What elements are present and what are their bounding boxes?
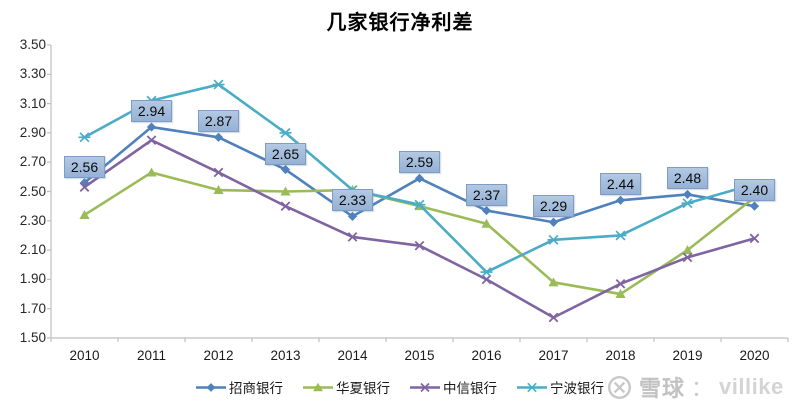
chart-title: 几家银行净利差 [326,12,474,34]
watermark-brand: 雪球 [639,376,686,401]
x-marker [682,252,693,263]
y-tick-label: 1.50 [19,330,46,345]
legend-label: 宁波银行 [550,381,604,396]
x-marker [347,232,358,242]
data-label: 2.59 [399,151,440,174]
diamond-marker [280,164,291,175]
triangle-legend-marker-icon [303,382,333,391]
x-marker [414,240,425,251]
x-tick-label: 2018 [605,348,636,363]
x-marker [481,274,492,285]
x-tick-label: 2015 [404,348,435,363]
data-label: 2.56 [64,155,105,178]
triangle-marker [79,209,90,219]
x-marker [79,182,90,192]
y-tick-label: 2.70 [19,154,46,170]
diamond-marker [682,189,693,200]
legend-label: 华夏银行 [336,381,390,396]
legend-item-宁波银行: 宁波银行 [517,377,604,397]
y-tick-label: 3.30 [19,66,46,82]
legend: 招商银行 华夏银行 中信银行 宁波银行 [196,377,604,397]
diamond-marker [146,122,157,132]
watermark-separator: ： [691,376,714,401]
triangle-marker [280,186,291,196]
triangle-marker [213,185,224,195]
y-tick-label: 2.50 [19,183,46,199]
x-tick-label: 2013 [270,348,301,363]
x-marker [213,167,224,178]
legend-label: 招商银行 [229,381,283,396]
series-line-华夏银行 [83,171,756,296]
diamond-marker [615,195,626,205]
legend-item-中信银行: 中信银行 [410,377,497,397]
data-label: 2.94 [131,100,172,123]
x-tick-label: 2020 [739,348,770,363]
legend-item-华夏银行: 华夏银行 [303,377,390,397]
watermark: 雪球： villike [606,371,784,403]
y-tick-label: 1.70 [19,300,46,316]
data-label: 2.40 [734,179,775,202]
y-tick-label: 2.10 [19,242,46,258]
data-label: 2.87 [198,110,239,133]
data-label: 2.48 [667,167,708,190]
diamond-marker [213,132,224,142]
x-tick-label: 2014 [337,348,368,363]
diamond-marker [749,201,760,211]
triangle-marker [481,218,492,228]
x-marker [615,278,626,289]
triangle-marker [146,167,157,177]
x-tick-label: 2011 [136,348,167,363]
x-marker [749,233,760,244]
y-tick-label: 2.30 [19,212,46,228]
triangle-marker [548,277,559,287]
y-tick-label: 3.10 [19,95,46,111]
diamond-legend-marker-icon [196,382,226,392]
x-marker [146,135,157,146]
y-tick-label: 3.50 [19,37,46,52]
data-label: 2.65 [265,142,306,165]
data-label: 2.29 [533,195,574,218]
y-tick-label: 2.90 [19,124,46,140]
x-tick-label: 2019 [672,348,703,363]
legend-label: 中信银行 [443,381,497,396]
x-marker [280,201,291,211]
data-label: 2.33 [332,189,373,212]
x-tick-label: 2010 [69,348,100,363]
data-label: 2.37 [466,183,507,206]
diamond-marker [548,217,559,227]
y-tick-label: 1.90 [19,271,46,287]
data-label: 2.44 [600,173,641,196]
watermark-username: villike [719,374,784,399]
triangle-marker [615,289,626,299]
star-legend-marker-icon [517,382,547,392]
x-tick-label: 2017 [538,348,569,363]
xueqiu-logo-icon [607,375,632,399]
diamond-marker [347,211,358,222]
x-tick-label: 2016 [471,348,502,363]
diamond-marker [414,173,425,183]
diamond-marker [481,205,492,216]
x-legend-marker-icon [410,382,440,392]
x-tick-label: 2012 [203,348,234,363]
x-marker [548,312,559,323]
triangle-marker [682,245,693,255]
legend-item-招商银行: 招商银行 [196,377,283,397]
